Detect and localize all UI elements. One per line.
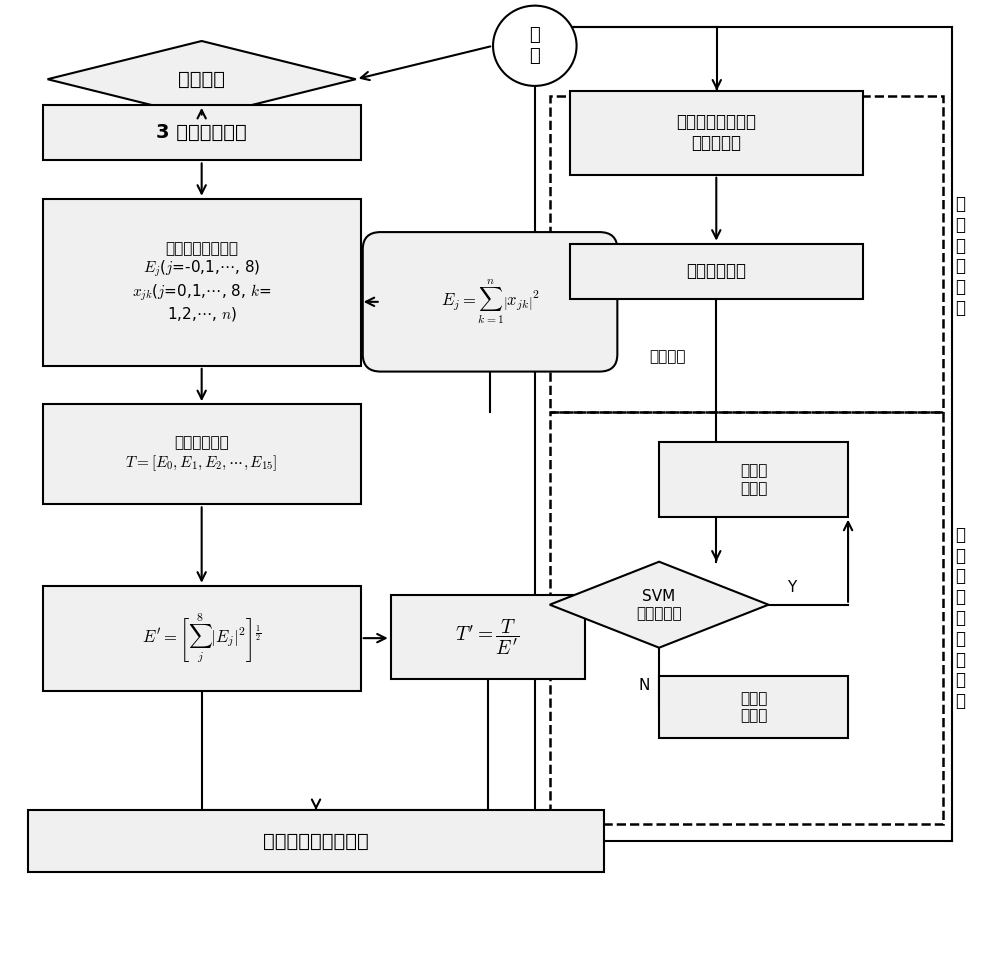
FancyBboxPatch shape	[570, 90, 863, 175]
FancyBboxPatch shape	[391, 595, 585, 679]
FancyBboxPatch shape	[363, 233, 617, 372]
FancyBboxPatch shape	[43, 105, 361, 160]
Circle shape	[493, 6, 577, 86]
Text: 3 层小波包分解: 3 层小波包分解	[156, 123, 247, 142]
Text: 轴承状
态正常: 轴承状 态正常	[740, 463, 767, 496]
Text: 样本输入: 样本输入	[649, 349, 685, 364]
Text: N: N	[639, 678, 650, 694]
Text: $E_j=\sum_{k=1}^{n}\left|x_{jk}\right|^2$: $E_j=\sum_{k=1}^{n}\left|x_{jk}\right|^2…	[441, 278, 540, 327]
FancyBboxPatch shape	[659, 442, 848, 517]
FancyBboxPatch shape	[43, 585, 361, 691]
Text: 构造特征向量
$T=[E_0,E_1,E_2,\cdots,E_{15}]$: 构造特征向量 $T=[E_0,E_1,E_2,\cdots,E_{15}]$	[125, 435, 278, 473]
FancyBboxPatch shape	[659, 677, 848, 738]
Text: 构造特征向量: 构造特征向量	[686, 262, 746, 281]
Text: Y: Y	[787, 580, 796, 595]
Text: 特
征
向
量
构
造: 特 征 向 量 构 造	[955, 195, 965, 317]
FancyBboxPatch shape	[43, 404, 361, 505]
FancyBboxPatch shape	[570, 243, 863, 299]
Text: 获得轴承偏斜引起
的冲击特征: 获得轴承偏斜引起 的冲击特征	[676, 113, 756, 152]
Polygon shape	[550, 562, 769, 648]
Text: 特征向量归一下处理: 特征向量归一下处理	[263, 831, 369, 850]
Text: 求解各频带能量值
$E_j$($j$=-0,1,⋯, 8)
$x_{jk}$($j$=0,1,⋯, 8, $k$=
1,2,⋯, $n$): 求解各频带能量值 $E_j$($j$=-0,1,⋯, 8) $x_{jk}$($…	[132, 241, 271, 323]
Text: 开
始: 开 始	[529, 26, 540, 65]
FancyBboxPatch shape	[28, 810, 604, 873]
Text: SVM
状态正常？: SVM 状态正常？	[636, 588, 682, 621]
Text: $T'=\dfrac{T}{E'}$: $T'=\dfrac{T}{E'}$	[455, 618, 520, 656]
Text: 轴
承
偏
斜
状
态
与
分
类: 轴 承 偏 斜 状 态 与 分 类	[955, 526, 965, 710]
Polygon shape	[48, 41, 356, 117]
Text: 轴承偏
斜状态: 轴承偏 斜状态	[740, 691, 767, 724]
FancyBboxPatch shape	[43, 199, 361, 366]
Text: $E'=\left[\sum_{j}^{8}|E_j|^2\right]^{\frac{1}{2}}$: $E'=\left[\sum_{j}^{8}|E_j|^2\right]^{\f…	[142, 611, 261, 665]
Text: 原始信号: 原始信号	[178, 70, 225, 88]
